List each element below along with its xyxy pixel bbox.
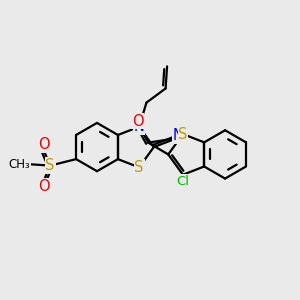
Text: S: S <box>134 160 144 175</box>
Text: N: N <box>173 128 184 143</box>
Text: CH₃: CH₃ <box>8 158 30 171</box>
Text: S: S <box>46 158 55 173</box>
Text: S: S <box>178 127 188 142</box>
Text: N: N <box>134 119 145 134</box>
Text: O: O <box>38 137 50 152</box>
Text: O: O <box>132 114 144 129</box>
Text: O: O <box>38 179 50 194</box>
Text: Cl: Cl <box>176 175 190 188</box>
